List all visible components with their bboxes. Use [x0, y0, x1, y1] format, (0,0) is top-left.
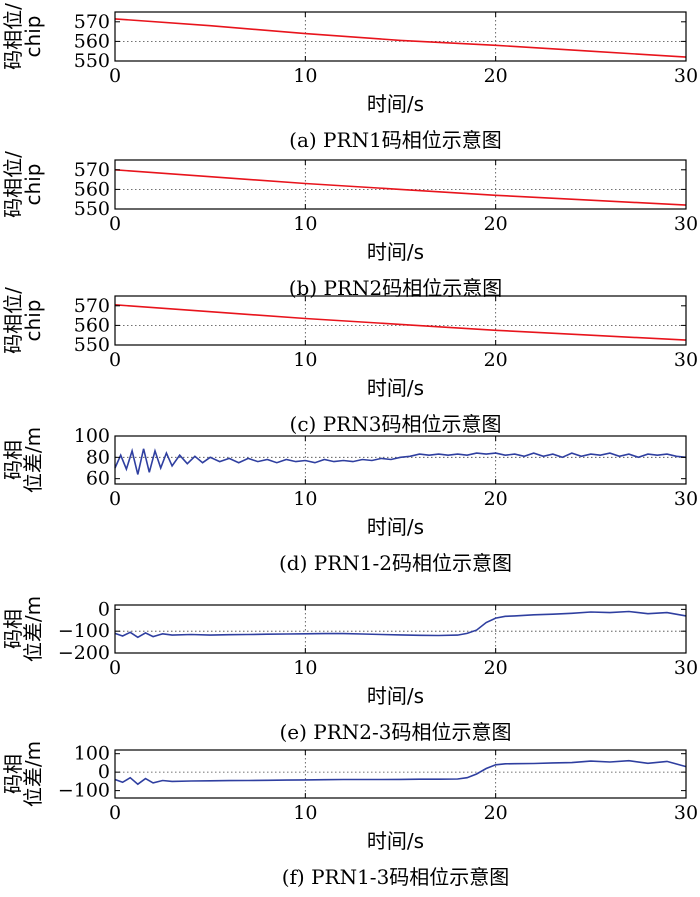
x-tick-label: 10	[293, 213, 317, 235]
y-axis-title-line2: chip	[21, 16, 45, 58]
x-tick-label: 0	[109, 802, 121, 824]
subplot-caption: (c) PRN3码相位示意图	[290, 412, 502, 436]
y-tick-label: 100	[74, 425, 110, 447]
x-tick-label: 10	[293, 488, 317, 510]
x-tick-label: 20	[484, 65, 508, 87]
y-tick-label: −100	[58, 780, 110, 802]
x-tick-label: 0	[109, 657, 121, 679]
y-axis-title-line1: 码相位/	[1, 151, 25, 218]
subplot-caption: (a) PRN1码相位示意图	[289, 128, 502, 152]
y-axis-title-line2: 位差/m	[21, 741, 45, 807]
y-axis-title-line2: 位差/m	[21, 427, 45, 493]
x-tick-label: 20	[484, 349, 508, 371]
x-tick-label: 10	[293, 65, 317, 87]
subplot-caption: (e) PRN2-3码相位示意图	[279, 720, 511, 744]
y-tick-label: 560	[74, 314, 110, 336]
plot-frame	[114, 295, 687, 346]
y-axis-title-line1: 码相	[1, 609, 25, 649]
y-tick-label: 0	[98, 598, 110, 620]
data-series-line	[114, 304, 687, 341]
y-tick-label: −100	[58, 620, 110, 642]
y-tick-label: 550	[74, 334, 110, 356]
x-tick-label: 20	[484, 488, 508, 510]
plot-frame	[114, 435, 687, 485]
x-tick-label: 20	[484, 657, 508, 679]
y-tick-label: 560	[74, 30, 110, 52]
y-tick-label: 550	[74, 198, 110, 220]
x-tick-label: 10	[293, 657, 317, 679]
y-tick-label: 60	[86, 468, 110, 490]
x-tick-label: 10	[293, 349, 317, 371]
x-tick-label: 0	[109, 65, 121, 87]
x-tick-label: 30	[674, 349, 698, 371]
y-tick-label: 570	[74, 159, 110, 181]
subplot-caption: (f) PRN1-3码相位示意图	[282, 865, 510, 889]
x-tick-label: 20	[484, 802, 508, 824]
y-tick-label: 550	[74, 50, 110, 72]
x-axis-title: 时间/s	[367, 240, 424, 264]
y-tick-label: 100	[74, 743, 110, 765]
plot-frame	[114, 749, 687, 799]
y-tick-label: 570	[74, 295, 110, 317]
data-series-line	[114, 447, 687, 475]
data-series-line	[114, 169, 687, 206]
x-axis-title: 时间/s	[367, 829, 424, 853]
y-tick-label: −200	[58, 642, 110, 664]
data-series-line	[114, 610, 687, 639]
y-axis-title-line1: 码相	[1, 440, 25, 480]
x-axis-title: 时间/s	[367, 515, 424, 539]
x-tick-label: 20	[484, 213, 508, 235]
y-axis-title-line1: 码相位/	[1, 3, 25, 70]
data-series-line	[114, 759, 687, 786]
x-tick-label: 30	[674, 65, 698, 87]
y-axis-title-line2: chip	[21, 300, 45, 342]
y-axis-title-line2: 位差/m	[21, 596, 45, 662]
subplot-caption: (d) PRN1-2码相位示意图	[279, 551, 512, 575]
x-axis-title: 时间/s	[367, 92, 424, 116]
plot-frame	[114, 159, 687, 210]
y-axis-title-line1: 码相位/	[1, 287, 25, 354]
x-tick-label: 30	[674, 488, 698, 510]
y-tick-label: 80	[86, 446, 110, 468]
plot-frame	[114, 604, 687, 654]
data-series-line	[114, 18, 687, 58]
x-tick-label: 0	[109, 213, 121, 235]
x-tick-label: 0	[109, 349, 121, 371]
x-tick-label: 10	[293, 802, 317, 824]
x-axis-title: 时间/s	[367, 376, 424, 400]
y-tick-label: 560	[74, 178, 110, 200]
y-tick-label: 570	[74, 11, 110, 33]
x-axis-title: 时间/s	[367, 684, 424, 708]
y-tick-label: 0	[98, 761, 110, 783]
x-tick-label: 30	[674, 657, 698, 679]
x-tick-label: 0	[109, 488, 121, 510]
x-tick-label: 30	[674, 213, 698, 235]
x-tick-label: 30	[674, 802, 698, 824]
y-axis-title-line2: chip	[21, 164, 45, 206]
y-axis-title-line1: 码相	[1, 754, 25, 794]
plot-frame	[114, 11, 687, 62]
